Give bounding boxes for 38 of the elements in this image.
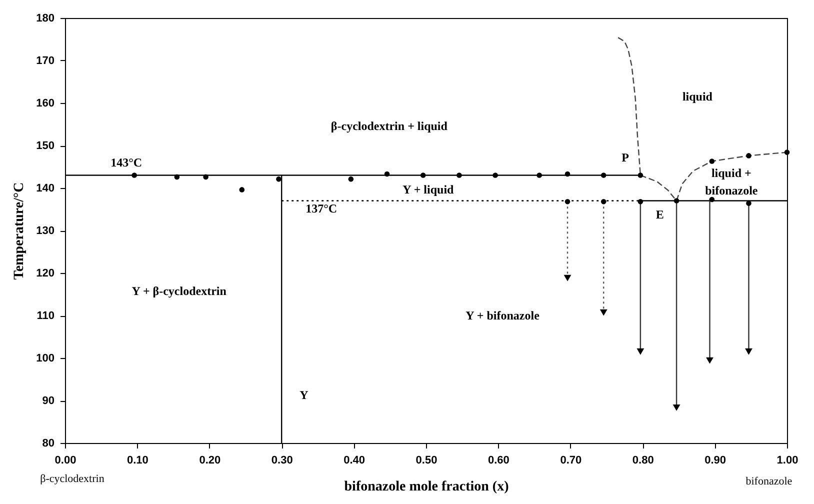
- x-tick-label: 0.30: [271, 454, 293, 466]
- x-tick-label: 0.00: [54, 454, 76, 466]
- y-tick-label: 120: [36, 268, 54, 280]
- x-tick-label: 0.60: [488, 454, 510, 466]
- y-tick-label: 170: [36, 55, 54, 67]
- y-tick-label: 140: [36, 182, 54, 194]
- x-axis-title: bifonazole mole fraction (x): [344, 480, 510, 494]
- x-tick-label: 0.90: [704, 454, 726, 466]
- y-tick-label: 80: [42, 438, 54, 450]
- x-tick-label: 0.40: [344, 454, 366, 466]
- annotation: 143°C: [110, 156, 142, 170]
- annotation: Y: [300, 388, 309, 402]
- annotation: bifonazole: [705, 184, 758, 198]
- x-tick-label: 0.20: [199, 454, 221, 466]
- y-tick-label: 100: [36, 352, 54, 364]
- annotation: P: [622, 150, 629, 164]
- x-tick-label: 0.50: [416, 454, 438, 466]
- annotation: liquid: [682, 90, 713, 104]
- annotation: liquid +: [711, 166, 752, 180]
- y-tick-label: 110: [36, 310, 54, 322]
- y-tick-label: 90: [42, 395, 54, 407]
- x-tick-label: 0.80: [632, 454, 654, 466]
- annotation: Y + liquid: [402, 182, 454, 197]
- x-tick-label: 0.70: [560, 454, 582, 466]
- annotation: Y + bifonazole: [466, 308, 540, 322]
- x-tick-label: 0.10: [126, 454, 148, 466]
- y-axis-title: Temperature/°C: [12, 182, 28, 280]
- y-tick-label: 130: [36, 225, 54, 237]
- annotation: E: [656, 207, 664, 222]
- annotation: β-cyclodextrin + liquid: [330, 118, 448, 133]
- annotation: 137°C: [306, 201, 338, 216]
- text: bifonazole: [746, 475, 792, 488]
- y-tick-label: 160: [36, 98, 54, 110]
- y-tick-label: 150: [36, 140, 54, 152]
- y-tick-label: 180: [36, 12, 54, 24]
- x-tick-label: 1.00: [776, 454, 798, 466]
- text: β-cyclodextrin: [40, 473, 105, 486]
- annotation: Y + β-cyclodextrin: [132, 284, 227, 298]
